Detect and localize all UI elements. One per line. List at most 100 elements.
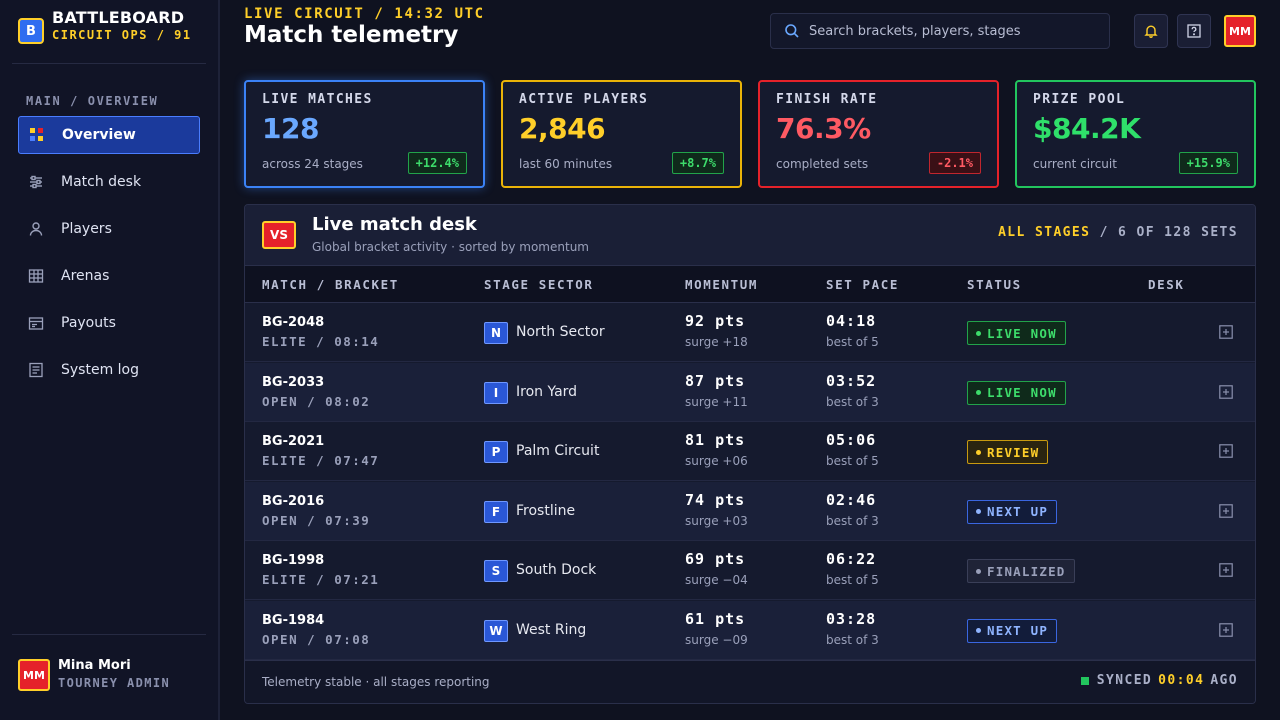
- match-id: BG-1998: [262, 553, 325, 568]
- status-dot-icon: [976, 628, 981, 633]
- column-header-stage[interactable]: STAGE SECTOR: [484, 277, 594, 292]
- table-row[interactable]: BG-1998 ELITE / 07:21 S South Dock 69 pts sur…: [245, 541, 1255, 600]
- column-header-match[interactable]: MATCH / BRACKET: [262, 277, 399, 292]
- stat-value: 76.3%: [776, 112, 871, 145]
- sliders-icon: [28, 174, 44, 190]
- column-header-desk: DESK: [1148, 277, 1185, 292]
- sidebar-item-label: Payouts: [61, 315, 116, 331]
- table-icon: [28, 268, 44, 284]
- user-card[interactable]: MM Mina Mori TOURNEY ADMIN: [18, 656, 208, 696]
- table-row[interactable]: BG-2021 ELITE / 07:47 P Palm Circuit 81 pts s…: [245, 422, 1255, 481]
- wallet-icon: [28, 315, 44, 331]
- sidebar-item-label: Overview: [62, 127, 136, 143]
- momentum-surge: surge −04: [685, 573, 748, 587]
- search-bar[interactable]: [770, 13, 1110, 49]
- stat-delta-badge: +15.9%: [1178, 152, 1238, 174]
- add-box-icon: [1219, 503, 1233, 518]
- momentum-surge: surge −09: [685, 632, 748, 647]
- status-badge: FINALIZED: [967, 559, 1075, 583]
- momentum-value: 69 pts: [685, 550, 746, 568]
- status-label: FINALIZED: [987, 563, 1066, 579]
- sidebar: B BATTLEBOARD CIRCUIT OPS / 91 MAIN / OV…: [0, 0, 220, 720]
- sidebar-item-arenas[interactable]: Arenas: [18, 257, 200, 295]
- sidebar-item-overview[interactable]: Overview: [18, 116, 200, 154]
- open-desk-button[interactable]: [1219, 622, 1233, 637]
- momentum-surge: surge +11: [685, 394, 748, 409]
- status-dot-icon: [976, 509, 981, 514]
- stat-value: 2,846: [519, 112, 606, 145]
- stat-card-prize-pool: PRIZE POOL $84.2K current circuit +15.9%: [1015, 80, 1256, 188]
- stat-label: PRIZE POOL: [1033, 92, 1126, 107]
- panel-title: Live match desk: [312, 214, 477, 235]
- stat-card-active-players: ACTIVE PLAYERS 2,846 last 60 minutes +8.…: [501, 80, 742, 188]
- help-icon: [1187, 24, 1201, 38]
- status-label: NEXT UP: [987, 623, 1049, 638]
- table-row[interactable]: BG-2048 ELITE / 08:14 N North Sector 92 pts s…: [245, 303, 1255, 362]
- sync-indicator-icon: [1080, 676, 1089, 685]
- grid-icon: [29, 127, 45, 143]
- set-pace-value: 03:28: [826, 609, 877, 628]
- match-tier-time: OPEN / 07:39: [262, 512, 371, 528]
- set-format: best of 3: [826, 394, 879, 409]
- table-row[interactable]: BG-1984 OPEN / 07:08 W West Ring 61 pts surge…: [245, 600, 1255, 660]
- open-desk-button[interactable]: [1219, 563, 1233, 577]
- sidebar-item-label: Match desk: [61, 174, 142, 190]
- match-id: BG-2016: [262, 493, 325, 509]
- help-button[interactable]: [1177, 14, 1211, 48]
- header-avatar[interactable]: MM: [1224, 15, 1256, 47]
- stat-delta-badge: +12.4%: [407, 152, 467, 174]
- stat-label: LIVE MATCHES: [262, 92, 373, 107]
- status-badge: NEXT UP: [967, 618, 1058, 643]
- open-desk-button[interactable]: [1219, 444, 1233, 458]
- status-badge: LIVE NOW: [967, 321, 1066, 345]
- set-pace-value: 03:52: [826, 371, 877, 390]
- status-dot-icon: [976, 449, 981, 455]
- match-tier-time: ELITE / 07:21: [262, 572, 380, 587]
- table-row[interactable]: BG-2016 OPEN / 07:39 F Frostline 74 pts surge…: [245, 481, 1255, 541]
- sidebar-item-payouts[interactable]: Payouts: [18, 304, 200, 342]
- set-format: best of 3: [826, 632, 879, 647]
- add-box-icon: [1219, 444, 1233, 458]
- momentum-value: 61 pts: [685, 609, 746, 628]
- sidebar-item-match-desk[interactable]: Match desk: [18, 163, 200, 201]
- momentum-value: 74 pts: [685, 490, 746, 509]
- add-box-icon: [1219, 325, 1233, 339]
- sidebar-divider: [12, 634, 206, 635]
- stage-filter-link[interactable]: ALL STAGES: [998, 225, 1091, 240]
- panel-meta: ALL STAGES / 6 OF 128 SETS: [998, 225, 1238, 240]
- match-id: BG-2033: [262, 374, 325, 390]
- sector-name: South Dock: [516, 562, 597, 578]
- column-header-pace[interactable]: SET PACE: [826, 277, 900, 292]
- sector-badge: I: [484, 381, 508, 404]
- set-format: best of 5: [826, 335, 879, 349]
- status-label: REVIEW: [987, 444, 1040, 460]
- add-box-icon: [1219, 563, 1233, 577]
- match-tier-time: ELITE / 08:14: [262, 334, 380, 349]
- notifications-button[interactable]: [1134, 14, 1168, 48]
- sector-badge: W: [484, 619, 508, 642]
- brand[interactable]: B BATTLEBOARD CIRCUIT OPS / 91: [18, 8, 208, 64]
- sector-badge: F: [484, 500, 508, 523]
- sector-badge: N: [484, 322, 508, 344]
- column-header-status[interactable]: STATUS: [967, 277, 1022, 292]
- sidebar-item-system-log[interactable]: System log: [18, 351, 200, 389]
- add-box-icon: [1219, 384, 1233, 399]
- nav-heading: MAIN / OVERVIEW: [26, 94, 159, 108]
- open-desk-button[interactable]: [1219, 384, 1233, 399]
- header-kicker: LIVE CIRCUIT / 14:32 UTC: [244, 6, 485, 22]
- momentum-value: 87 pts: [685, 371, 746, 390]
- open-desk-button[interactable]: [1219, 325, 1233, 339]
- panel-subtitle: Global bracket activity · sorted by mome…: [312, 240, 589, 254]
- sector-name: Iron Yard: [516, 383, 578, 400]
- status-dot-icon: [976, 330, 981, 336]
- sidebar-item-players[interactable]: Players: [18, 210, 200, 248]
- table-row[interactable]: BG-2033 OPEN / 08:02 I Iron Yard 87 pts surge…: [245, 362, 1255, 422]
- search-input[interactable]: [809, 23, 1109, 39]
- column-header-momentum[interactable]: MOMENTUM: [685, 277, 759, 292]
- avatar: MM: [18, 659, 50, 691]
- brand-subtitle: CIRCUIT OPS / 91: [52, 28, 192, 42]
- open-desk-button[interactable]: [1219, 503, 1233, 518]
- sync-suffix: AGO: [1210, 673, 1238, 688]
- sector-name: North Sector: [516, 324, 605, 340]
- user-name: Mina Mori: [58, 658, 131, 673]
